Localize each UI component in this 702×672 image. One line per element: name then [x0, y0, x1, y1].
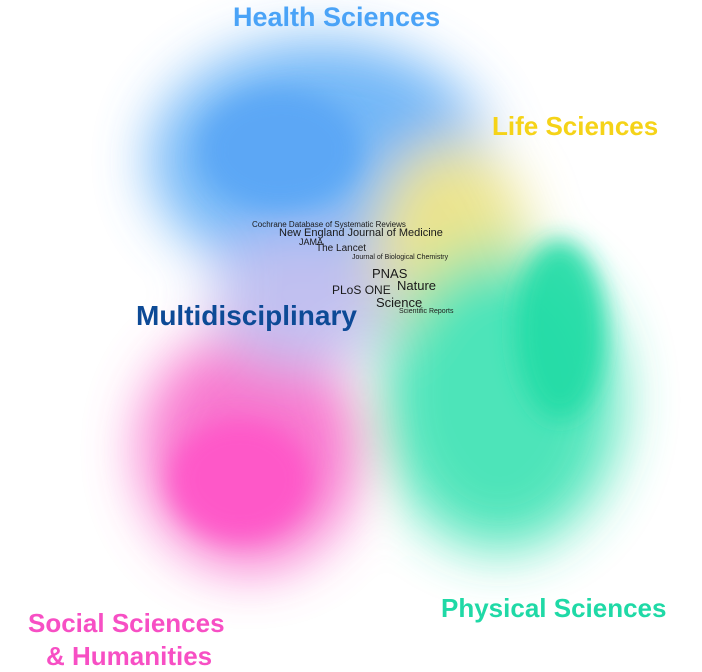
journal-label: Science	[376, 295, 423, 310]
center-cluster	[210, 230, 390, 370]
journal-label: New England Journal of Medicine	[279, 227, 443, 239]
region-label-social-2: & Humanities	[46, 641, 213, 671]
region-label-health: Health Sciences	[233, 2, 441, 32]
region-label-social-1: Social Sciences	[28, 608, 225, 638]
region-label-life: Life Sciences	[492, 111, 659, 141]
journal-label: PNAS	[372, 266, 408, 281]
journal-label: Cochrane Database of Systematic Reviews	[252, 220, 406, 229]
journal-label: JAMA	[299, 237, 324, 247]
journal-label: The Lancet	[316, 243, 367, 254]
journal-label: Scientific Reports	[399, 308, 454, 315]
region-label-multidisciplinary: Multidisciplinary	[136, 300, 357, 331]
journal-label: PLoS ONE	[332, 283, 391, 297]
journal-label: Nature	[397, 278, 437, 293]
journal-label: Journal of Biological Chemistry	[352, 254, 449, 261]
region-label-physical: Physical Sciences	[441, 593, 667, 623]
